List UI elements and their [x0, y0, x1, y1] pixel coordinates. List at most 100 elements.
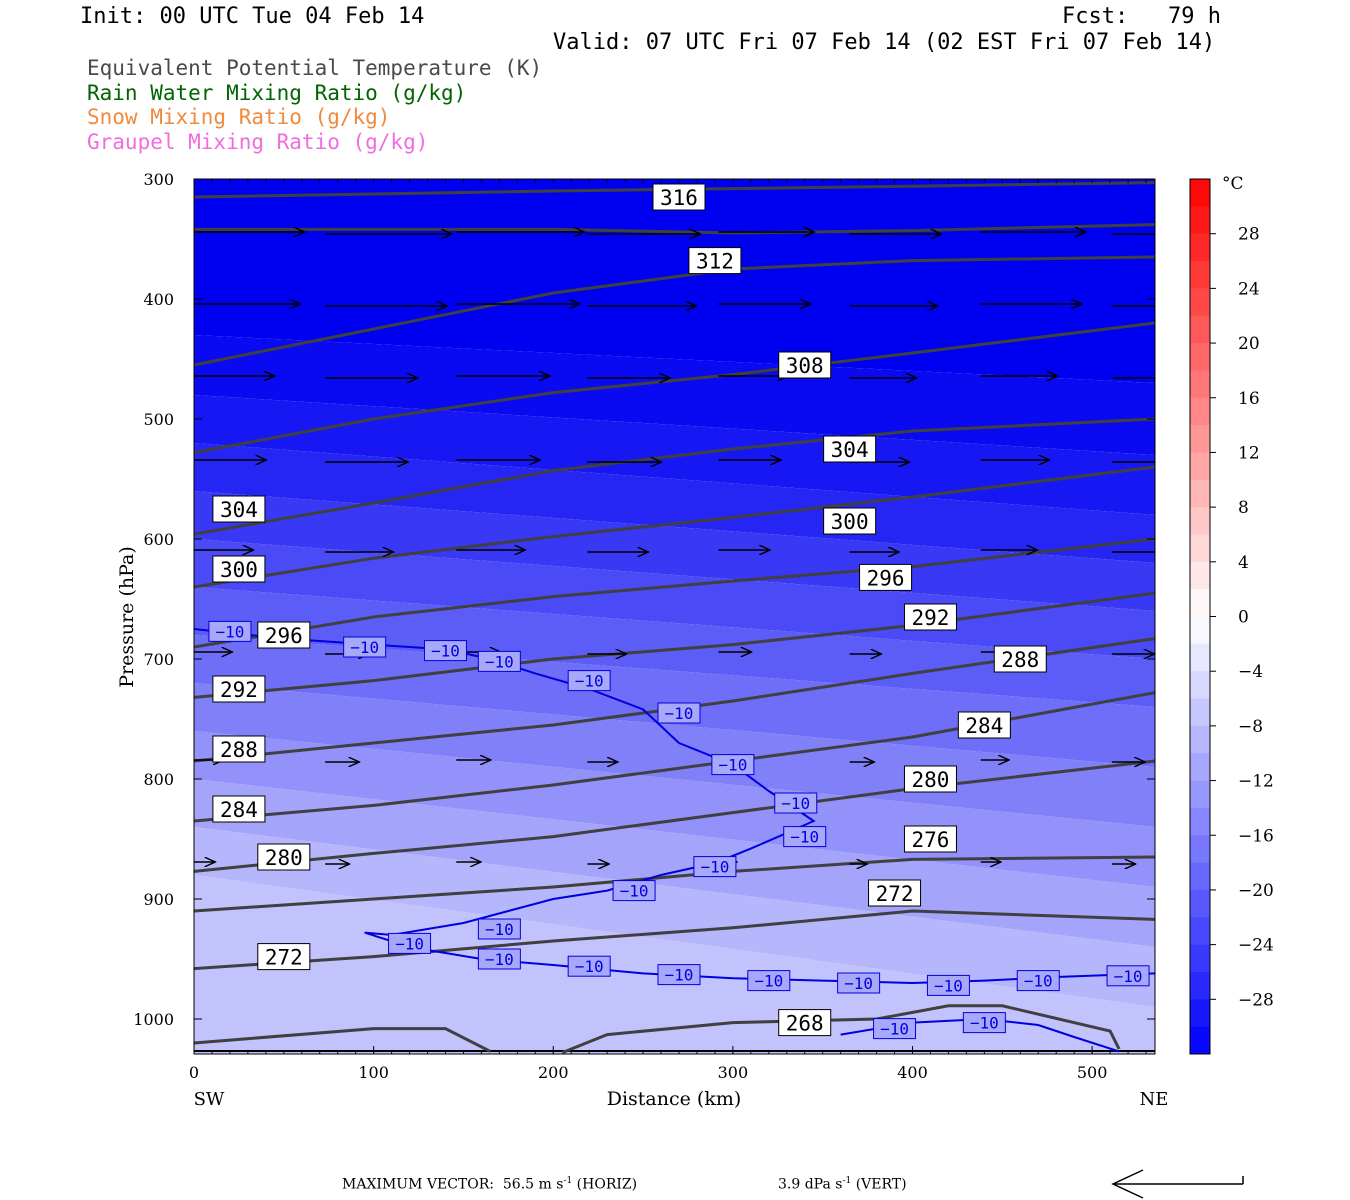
theta-e-label-box: [257, 843, 311, 871]
theta-e-label: 292: [903, 603, 957, 631]
isotherm-label-box: [962, 1012, 1006, 1034]
isotherm-label: −10: [657, 702, 701, 724]
theta-e-label-text: 292: [220, 678, 258, 702]
x-tick-label: 0: [189, 1063, 199, 1082]
x-tick-label: 300: [718, 1063, 749, 1082]
theta-e-label-text: 280: [265, 846, 303, 870]
isotherm-label-text: −10: [395, 934, 424, 953]
isotherm-label-text: −10: [485, 920, 514, 939]
y-tick-label: 300: [143, 170, 174, 189]
theta-e-contour: [194, 181, 1155, 199]
theta-e-label-box: [903, 765, 957, 793]
isotherm-label: −10: [657, 964, 701, 986]
isotherm-label-text: −10: [844, 974, 873, 993]
theta-e-label-text: 272: [876, 882, 914, 906]
theta-e-label-text: 296: [265, 624, 303, 648]
theta-e-contour: [194, 321, 1155, 455]
theta-e-label-box: [688, 247, 742, 275]
isotherm-label-text: −10: [970, 1014, 999, 1033]
theta-e-label-text: 268: [786, 1012, 824, 1036]
isotherm-label-box: [783, 826, 827, 848]
colorbar-segment: [1190, 999, 1210, 1028]
colorbar-segment: [1190, 835, 1210, 864]
isotherm-label-box: [1016, 970, 1060, 992]
theta-e-label: 268: [778, 1009, 832, 1037]
theta-e-label: 300: [823, 507, 877, 535]
y-tick-label: 800: [143, 770, 174, 789]
isotherm-label: −10: [477, 948, 521, 970]
colorbar-segment: [1190, 780, 1210, 809]
x-left-label: SW: [194, 1089, 225, 1110]
theta-e-label-text: 284: [965, 714, 1003, 738]
isotherm-label-box: [926, 974, 970, 996]
isotherm-label: −10: [693, 856, 737, 878]
colorbar-segment: [1190, 1026, 1210, 1055]
theta-e-label-box: [212, 675, 266, 703]
theta-e-label-text: 280: [911, 768, 949, 792]
colorbar-segment: [1190, 671, 1210, 700]
theta-e-label: 296: [257, 621, 311, 649]
theta-e-label-box: [257, 943, 311, 971]
isotherm-label-text: −10: [1114, 967, 1143, 986]
isotherm-label: −10: [1016, 970, 1060, 992]
horiz-value: 56.5: [502, 1176, 535, 1193]
isotherm-label-box: [477, 918, 521, 940]
isotherm-label-box: [1106, 965, 1150, 987]
colorbar-segment: [1190, 507, 1210, 535]
colorbar-tick-label: 4: [1238, 553, 1249, 573]
legend-graupel: Graupel Mixing Ratio (g/kg): [87, 130, 429, 154]
colorbar-tick-label: −20: [1238, 881, 1274, 901]
theta-e-label-box: [778, 351, 832, 379]
colorbar-segment: [1190, 288, 1210, 317]
legend-theta-e: Equivalent Potential Temperature (K): [87, 56, 543, 80]
y-axis-label: Pressure (hPa): [116, 546, 138, 688]
theta-e-label: 284: [957, 711, 1011, 739]
theta-e-label-text: 308: [786, 354, 824, 378]
colorbar-tick-label: 24: [1238, 279, 1260, 299]
theta-e-label-text: 312: [696, 250, 734, 274]
theta-e-label-text: 304: [831, 438, 869, 462]
colorbar-segment: [1190, 315, 1210, 344]
plot-frame: [193, 178, 1156, 1055]
colorbar-segment: [1190, 179, 1210, 207]
theta-e-label: 304: [823, 435, 877, 463]
isotherm-label: −10: [343, 636, 387, 658]
temperature-band: [194, 635, 1155, 767]
x-tick-label: 500: [1077, 1063, 1108, 1082]
y-tick-label: 400: [143, 290, 174, 309]
theta-e-label-box: [957, 711, 1011, 739]
x-tick-label: 200: [538, 1063, 569, 1082]
isotherm-label: −10: [477, 918, 521, 940]
theta-e-contour: [194, 465, 1155, 589]
isotherm-label-text: −10: [790, 828, 819, 847]
isotherm-label-box: [711, 754, 755, 776]
isotherm-label-text: −10: [665, 966, 694, 985]
isotherm-label-box: [388, 932, 432, 954]
theta-e-label-text: 276: [911, 828, 949, 852]
colorbar-tick-label: 20: [1238, 334, 1260, 354]
isotherm-label-text: −10: [718, 756, 747, 775]
isotherm-label: −10: [774, 792, 818, 814]
isotherm-label: −10: [962, 1012, 1006, 1034]
isotherm-label-box: [657, 964, 701, 986]
isotherm-label-box: [423, 640, 467, 662]
colorbar-tick-label: −24: [1238, 936, 1274, 956]
theta-e-label-box: [212, 555, 266, 583]
isotherm-minus10: [194, 628, 1155, 985]
isotherm-label-text: −10: [781, 794, 810, 813]
isotherm-label-box: [837, 972, 881, 994]
isotherm-label-box: [657, 702, 701, 724]
theta-e-label-box: [903, 603, 957, 631]
isotherm-label-text: −10: [431, 642, 460, 661]
isotherm-label-text: −10: [485, 652, 514, 671]
colorbar-segment: [1190, 370, 1210, 399]
max-vector-vert: 3.9 dPa s-1 (VERT): [778, 1176, 907, 1193]
theta-e-label: 284: [212, 795, 266, 823]
horiz-tag: (HORIZ): [576, 1176, 638, 1193]
theta-e-label-text: 272: [265, 946, 303, 970]
colorbar-tick-label: −28: [1238, 990, 1274, 1010]
theta-e-label: 276: [903, 825, 957, 853]
isotherm-label: −10: [711, 754, 755, 776]
horiz-unit: m s: [538, 1176, 564, 1193]
